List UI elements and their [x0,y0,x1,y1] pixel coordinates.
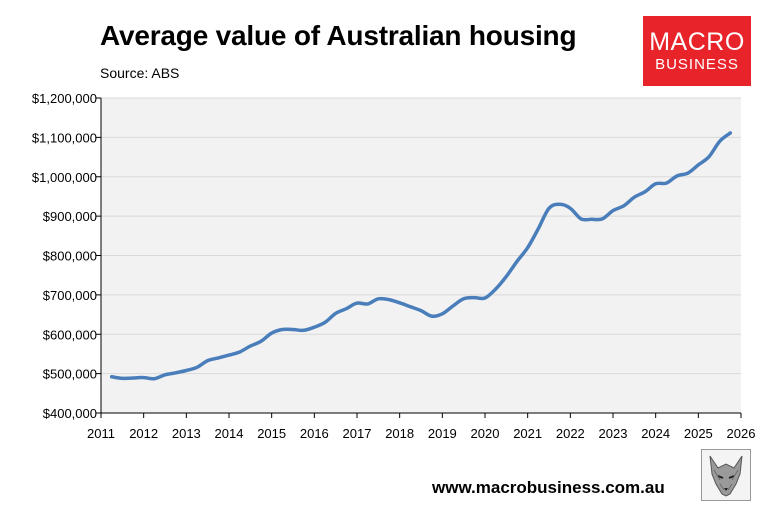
x-tick-label: 2023 [599,426,628,441]
x-tick-label: 2018 [385,426,414,441]
y-tick-label: $1,200,000 [32,91,97,106]
series-line [109,131,733,381]
logo-line-macro: MACRO [649,28,745,56]
macrobusiness-logo: MACRO BUSINESS [643,16,751,86]
chart-source: Source: ABS [100,65,180,81]
y-tick-label: $700,000 [43,288,97,303]
y-tick-label: $1,000,000 [32,170,97,185]
x-tick-label: 2019 [428,426,457,441]
y-tick-label: $800,000 [43,249,97,264]
chart-title: Average value of Australian housing [100,20,577,51]
x-tick-label: 2022 [556,426,585,441]
y-tick-label: $400,000 [43,406,97,421]
wolf-icon [709,455,743,497]
x-tick-label: 2017 [343,426,372,441]
x-tick-label: 2015 [257,426,286,441]
y-tick-label: $600,000 [43,327,97,342]
x-tick-label: 2025 [684,426,713,441]
x-tick-label: 2021 [513,426,542,441]
footer-url: www.macrobusiness.com.au [432,478,665,497]
x-tick-label: 2014 [215,426,244,441]
x-tick-label: 2013 [172,426,201,441]
x-tick-label: 2024 [641,426,670,441]
x-tick-label: 2016 [300,426,329,441]
y-tick-label: $500,000 [43,367,97,382]
x-tick-label: 2020 [471,426,500,441]
x-tick-label: 2011 [87,426,115,441]
wolf-logo [701,449,751,501]
x-tick-label: 2026 [727,426,756,441]
y-tick-label: $900,000 [43,209,97,224]
y-tick-label: $1,100,000 [32,130,97,145]
logo-line-business: BUSINESS [655,56,739,73]
x-tick-label: 2012 [129,426,158,441]
